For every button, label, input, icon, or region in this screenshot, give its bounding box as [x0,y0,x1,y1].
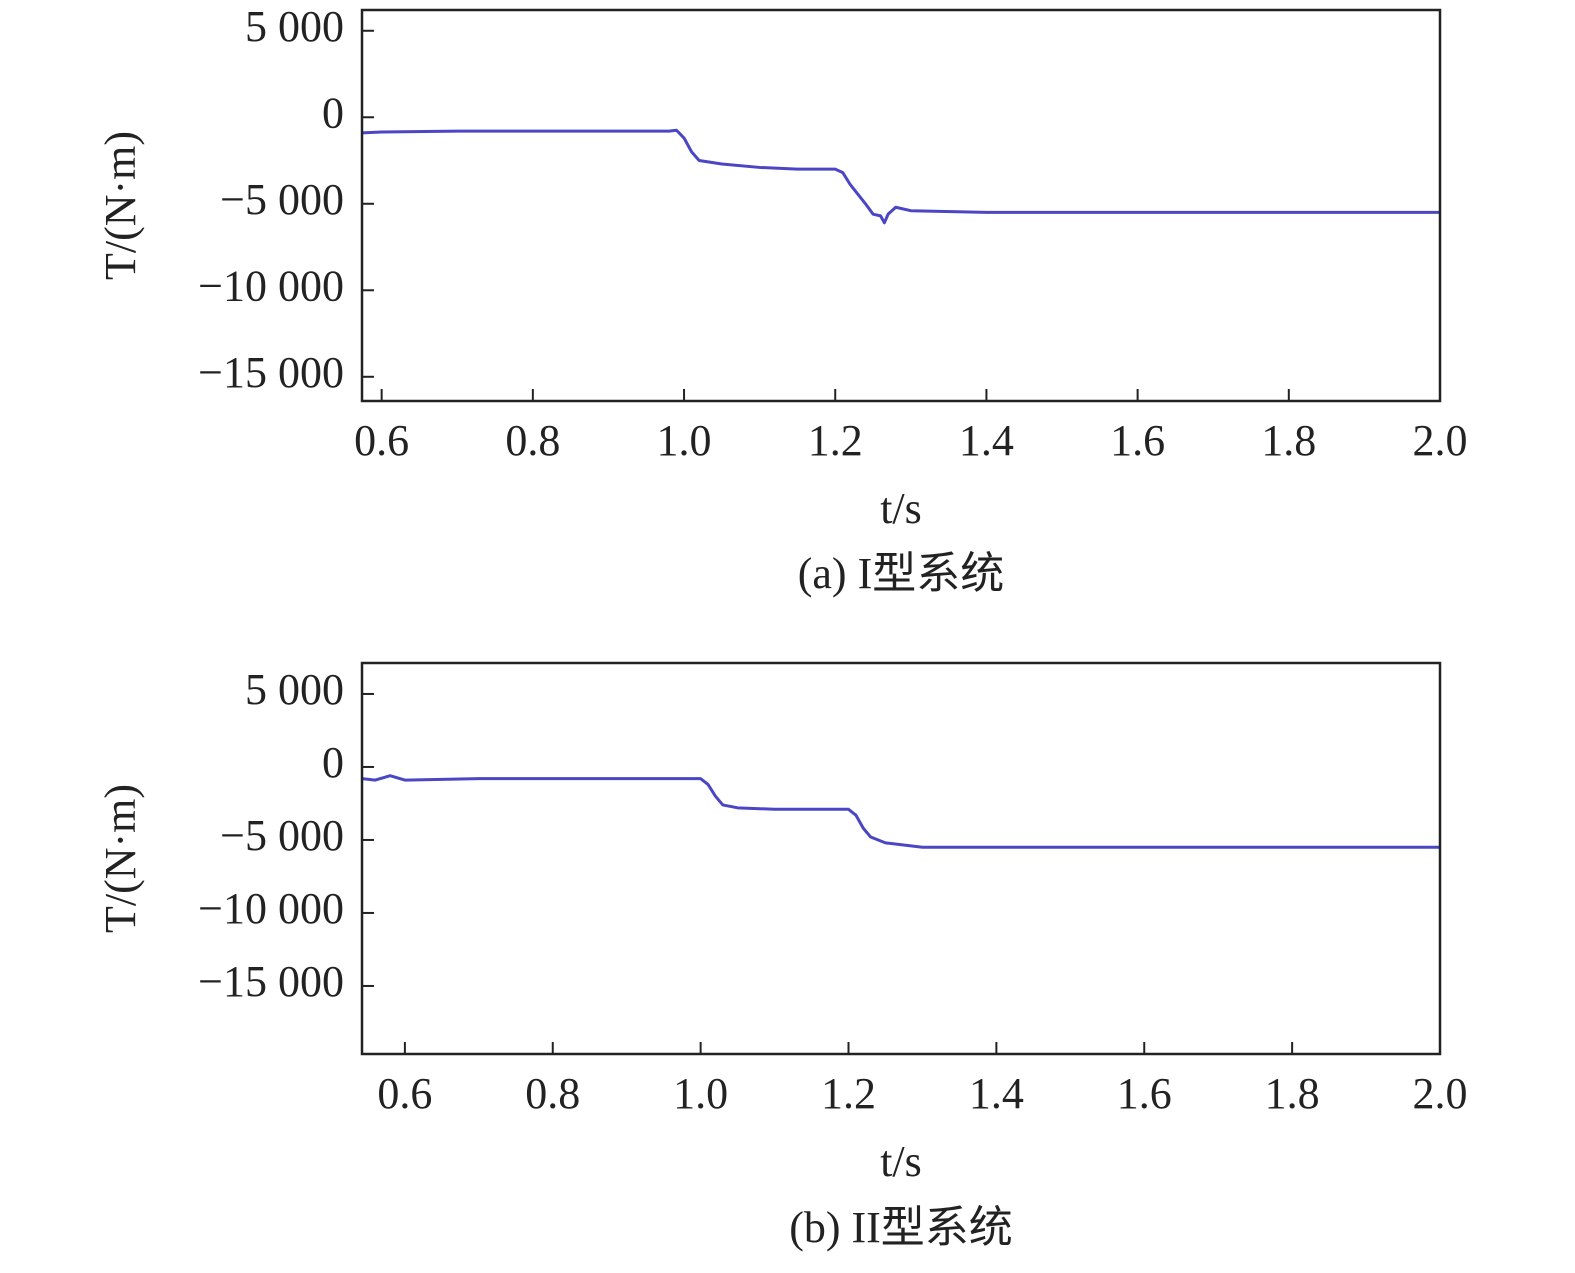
data-line [361,128,1440,225]
data-line [361,774,1440,849]
y-tick-label: −15 000 [198,957,344,1006]
x-tick-label: 2.0 [1413,416,1468,465]
x-tick-label: 1.6 [1117,1069,1172,1118]
x-tick-label: 1.0 [673,1069,728,1118]
y-tick-label: −15 000 [198,348,344,397]
y-tick-label: −5 000 [220,811,344,860]
y-axis-label: T/(N·m) [96,131,145,280]
x-axis-label: t/s [880,484,922,533]
y-tick-label: 0 [322,738,344,787]
y-tick-label: 5 000 [245,2,344,51]
plot-frame [360,661,1442,1056]
x-tick-label: 1.4 [959,416,1014,465]
x-tick-label: 1.4 [969,1069,1024,1118]
x-tick-label: 1.2 [808,416,863,465]
y-tick-label: −5 000 [220,175,344,224]
caption: (a) I型系统 [798,549,1005,598]
x-tick-label: 1.2 [821,1069,876,1118]
x-tick-label: 0.8 [525,1069,580,1118]
x-tick-label: 1.8 [1261,416,1316,465]
x-tick-label: 2.0 [1413,1069,1468,1118]
x-tick-label: 1.6 [1110,416,1165,465]
x-tick-label: 0.6 [354,416,409,465]
x-tick-label: 0.8 [505,416,560,465]
y-tick-label: 5 000 [245,665,344,714]
x-tick-label: 1.8 [1265,1069,1320,1118]
x-axis-label: t/s [880,1137,922,1186]
x-tick-label: 1.0 [657,416,712,465]
x-tick-label: 0.6 [377,1069,432,1118]
y-axis-label: T/(N·m) [96,784,145,933]
y-tick-label: −10 000 [198,261,344,310]
caption: (b) II型系统 [789,1203,1013,1252]
plot-frame [360,8,1442,403]
y-tick-label: −10 000 [198,884,344,933]
y-tick-label: 0 [322,88,344,137]
